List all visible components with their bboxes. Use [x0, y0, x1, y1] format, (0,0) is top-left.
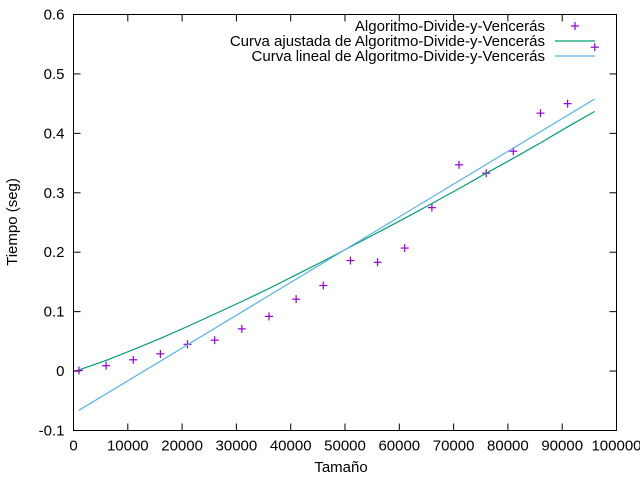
data-point — [292, 295, 301, 304]
data-point — [74, 366, 83, 375]
data-point — [129, 355, 138, 364]
y-tick-label: 0 — [56, 363, 64, 380]
x-tick-label: 20000 — [161, 438, 203, 455]
x-tick-label: 10000 — [107, 438, 149, 455]
ticks-layer: 0 10000 20000 30000 40000 50000 60000 70000 8000… — [39, 7, 640, 455]
y-tick-label: 0.4 — [44, 125, 65, 142]
data-point — [102, 361, 111, 370]
legend-marker — [571, 22, 579, 30]
x-tick-label: 70000 — [433, 438, 475, 455]
data-point — [400, 244, 409, 253]
data-point — [346, 256, 355, 265]
series-line-2 — [78, 98, 596, 411]
data-point — [156, 349, 165, 358]
x-tick-label: 40000 — [270, 438, 312, 455]
legend-label: Algoritmo-Divide-y-Vencerás — [355, 18, 545, 35]
x-tick-label: 60000 — [378, 438, 420, 455]
x-tick-label: 90000 — [541, 438, 583, 455]
x-axis-title: Tamaño — [314, 459, 367, 476]
y-axis-title: Tiempo (seg) — [4, 178, 21, 266]
data-point — [210, 336, 219, 345]
y-tick-label: 0.6 — [44, 7, 65, 24]
y-tick-label: 0.5 — [44, 66, 65, 83]
series-layer — [74, 43, 599, 411]
x-tick-label: 50000 — [324, 438, 366, 455]
y-tick-label: 0.2 — [44, 244, 65, 261]
legend-label: Curva lineal de Algoritmo-Divide-y-Vence… — [252, 48, 545, 65]
x-tick-label: 30000 — [216, 438, 258, 455]
data-point — [237, 324, 246, 333]
data-point — [264, 312, 273, 321]
y-tick-label: 0.1 — [44, 304, 65, 321]
y-tick-label: -0.1 — [39, 423, 65, 440]
x-tick-label: 100000 — [591, 438, 640, 455]
data-point — [373, 258, 382, 267]
legend-label: Curva ajustada de Algoritmo-Divide-y-Ven… — [230, 33, 545, 50]
y-tick-label: 0.3 — [44, 185, 65, 202]
data-point — [319, 281, 328, 290]
data-point — [427, 203, 436, 212]
plot-frame — [73, 14, 617, 431]
x-tick-label: 80000 — [487, 438, 529, 455]
data-point — [536, 109, 545, 118]
data-point — [563, 99, 572, 108]
data-point — [455, 160, 464, 169]
series-line-1 — [78, 110, 596, 371]
data-point — [590, 43, 599, 52]
x-tick-label: 0 — [69, 438, 77, 455]
